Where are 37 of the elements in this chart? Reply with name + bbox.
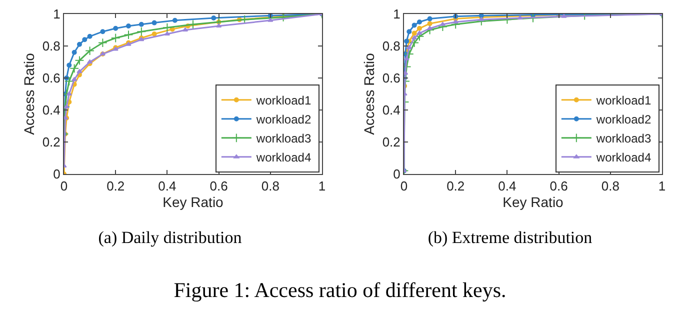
legend-label: workload4 [255,150,312,165]
y-tick-label: 0.4 [382,102,400,118]
legend-label: workload3 [255,132,312,146]
text: (b) Extreme distribution [426,228,594,249]
y-tick-label: 0.6 [42,70,60,86]
x-tick-label: 0.2 [446,178,465,194]
x-axis-title: Key Ratio [502,194,564,210]
x-tick-label: 0.8 [261,178,280,194]
y-tick-label: 0.8 [42,38,60,54]
y-axis-title: Access Ratio [20,52,37,135]
x-axis-title: Key Ratio [162,194,224,210]
y-tick-label: 1 [393,6,400,22]
legend-label: workload2 [255,112,312,127]
y-tick-label: 0.2 [42,134,60,150]
y-tick-label: 0.6 [382,70,400,86]
caption: Figure 1: Access ratio of different keys. [172,278,508,303]
y-tick-label: 0.2 [382,134,400,150]
y-axis-title: Access Ratio [360,52,377,135]
y-tick-label: 0 [393,166,400,182]
legend-label: workload1 [255,94,312,108]
legend-label: workload4 [595,150,652,165]
x-tick-label: 0.2 [106,178,125,194]
y-tick-label: 0.8 [382,38,400,54]
x-tick-label: 1 [318,178,326,194]
legend-label: workload3 [595,132,652,146]
x-tick-label: 0.6 [210,178,228,194]
y-tick-label: 0 [53,166,60,182]
x-tick-label: 1 [658,178,666,194]
x-tick-label: 0.6 [550,178,568,194]
text: (a) Daily distribution [97,228,243,249]
x-tick-label: 0.8 [601,178,620,194]
y-tick-label: 0.4 [42,102,60,118]
x-tick-label: 0.4 [158,178,176,194]
x-tick-label: 0.4 [498,178,516,194]
legend-label: workload1 [595,94,652,108]
legend-label: workload2 [595,112,652,127]
y-tick-label: 1 [53,6,60,22]
